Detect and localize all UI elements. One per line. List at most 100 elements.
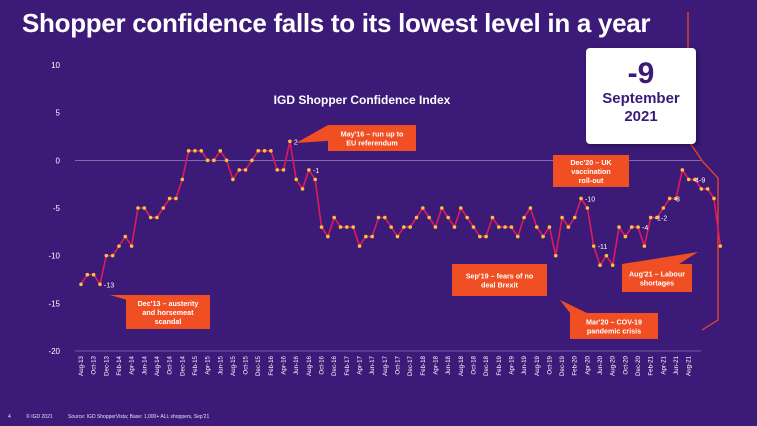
y-tick-label: -20	[48, 347, 60, 356]
data-labels: -132-1-10-11-4-1 -2-3-4 -9	[104, 139, 705, 289]
annotation-callout: Sep'19 – fears of no deal Brexit	[452, 264, 547, 296]
data-point	[604, 253, 609, 258]
x-tick-label: Aug-15	[230, 355, 237, 376]
data-label: -13	[104, 282, 114, 289]
x-tick-label: Aug-14	[154, 355, 161, 376]
callout-box	[328, 125, 416, 151]
data-point	[281, 168, 286, 172]
x-tick-label: Jun-15	[217, 355, 224, 374]
data-point	[591, 244, 596, 248]
annotation-callout: Dec'20 – UK vaccination roll-out	[553, 155, 629, 187]
x-tick-label: Apr-16	[281, 355, 288, 374]
data-point	[110, 253, 115, 258]
source-note: Source: IGD ShopperVista; Base: 1,000+ A…	[68, 414, 210, 420]
annotation-callout: May'16 – run up to EU referendum	[296, 125, 416, 151]
data-point	[275, 168, 280, 172]
data-point	[509, 225, 514, 229]
highlight-month: September	[602, 90, 680, 107]
data-point	[351, 225, 355, 229]
x-tick-label: Feb-21	[648, 355, 655, 375]
data-point	[648, 215, 653, 220]
data-point	[477, 234, 482, 239]
data-point	[231, 177, 235, 182]
data-point	[237, 168, 242, 172]
data-point	[414, 215, 419, 220]
data-point	[288, 139, 292, 144]
data-point	[503, 225, 507, 229]
x-tick-label: Apr-14	[129, 355, 136, 374]
x-tick-label: Aug-20	[610, 355, 617, 376]
callout-text: Aug'21 – Labour shortages	[629, 270, 685, 288]
data-point	[452, 225, 457, 229]
x-tick-label: Oct-16	[319, 355, 326, 374]
x-tick-label: Jun-19	[521, 355, 528, 374]
data-point	[389, 225, 393, 229]
axes: 10 5 0 -5 -10 -15 -20 Aug-13 Oct-13 Dec-13 Feb-14 A…	[48, 61, 701, 376]
data-point	[307, 168, 311, 172]
y-tick-label: -10	[48, 252, 60, 261]
x-tick-label: Jun-14	[141, 355, 148, 374]
x-tick-label: Dec-18	[483, 355, 490, 376]
data-point	[155, 215, 159, 220]
callout-box	[126, 295, 210, 329]
data-point	[129, 244, 134, 248]
data-point	[484, 234, 488, 239]
data-point	[136, 206, 140, 210]
data-point	[193, 149, 197, 153]
data-point	[629, 225, 634, 229]
data-point	[610, 263, 615, 268]
data-point	[332, 215, 336, 220]
data-point	[313, 177, 318, 182]
data-label: -4	[693, 177, 699, 184]
data-label: -4	[642, 225, 648, 232]
data-point	[262, 149, 267, 153]
data-point	[161, 206, 166, 210]
x-tick-label: Oct-17	[394, 355, 401, 374]
data-point	[408, 225, 412, 229]
data-point	[547, 225, 552, 229]
callout-text: Dec'20 – UK vaccination roll-out	[570, 158, 612, 185]
data-point	[440, 206, 444, 210]
data-point	[661, 206, 666, 210]
data-point	[85, 272, 90, 277]
x-tick-label: Dec-15	[255, 355, 262, 376]
annotation-callout: Aug'21 – Labour shortages	[622, 252, 698, 292]
data-point	[402, 225, 406, 229]
x-tick-label: Aug-19	[534, 355, 541, 376]
data-point	[515, 234, 520, 239]
x-tick-label: Apr-20	[584, 355, 591, 374]
data-point	[433, 225, 438, 229]
data-point	[617, 225, 621, 229]
data-point	[699, 187, 704, 191]
callout-box	[622, 264, 692, 292]
data-point	[383, 215, 387, 220]
annotations: Dec'13 – austerity and horsemeat scandal Ma…	[110, 125, 698, 339]
x-tick-label: Jun-21	[673, 355, 680, 374]
x-tick-label: Feb-14	[116, 355, 123, 375]
data-point	[212, 158, 216, 163]
x-tick-label: Oct-18	[470, 355, 477, 374]
data-point	[91, 272, 96, 277]
x-tick-label: Feb-15	[192, 355, 199, 375]
data-point	[636, 225, 640, 229]
data-point	[123, 234, 128, 239]
data-point	[534, 225, 539, 229]
data-point	[104, 253, 109, 258]
annotation-callout: Dec'13 – austerity and horsemeat scandal	[110, 295, 210, 329]
data-point	[364, 234, 368, 239]
data-point	[205, 158, 210, 163]
data-point	[117, 244, 121, 248]
data-point	[395, 234, 400, 239]
chart-title: IGD Shopper Confidence Index	[274, 93, 451, 107]
data-point	[357, 244, 362, 248]
data-point	[370, 234, 374, 239]
data-point	[250, 158, 254, 163]
data-point	[680, 168, 685, 172]
x-tick-label: Apr-17	[357, 355, 364, 374]
data-label: -11	[598, 244, 608, 251]
data-point	[541, 234, 545, 239]
x-tick-label: Dec-13	[103, 355, 110, 376]
data-label: 2	[294, 139, 298, 146]
x-tick-label: Aug-13	[78, 355, 85, 376]
